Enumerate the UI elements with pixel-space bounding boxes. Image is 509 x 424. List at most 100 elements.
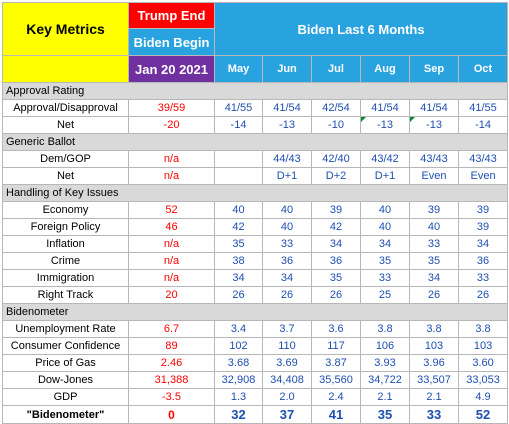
month-value: 39 <box>311 201 361 219</box>
month-value: 41/54 <box>409 99 459 117</box>
month-value: 26 <box>262 286 312 304</box>
month-value: 26 <box>409 286 459 304</box>
month-value <box>214 150 263 168</box>
month-value: 3.6 <box>311 320 361 338</box>
trump-end-header: Trump End <box>128 2 215 29</box>
baseline-value: 20 <box>128 286 215 304</box>
biden-last-6-months-header: Biden Last 6 Months <box>213 2 509 56</box>
baseline-value: n/a <box>128 235 215 253</box>
section-header-row: Bidenometer <box>1 303 509 321</box>
month-value: -13 <box>360 116 410 134</box>
table-row: Inflation n/a 35 33 34 34 33 34 <box>2 235 509 253</box>
month-value: 36 <box>457 252 509 270</box>
row-label: "Bidenometer" <box>2 405 129 424</box>
month-value: 32 <box>214 405 263 424</box>
row-label: Approval/Disapproval <box>2 99 129 117</box>
month-value: 40 <box>409 218 459 236</box>
month-value: 3.7 <box>262 320 312 338</box>
baseline-value: 39/59 <box>128 99 215 117</box>
month-value: 32,908 <box>214 371 263 389</box>
month-value: D+1 <box>360 167 410 185</box>
row-label: Net <box>2 116 129 134</box>
section-title: Generic Ballot <box>1 133 509 151</box>
row-label: Right Track <box>2 286 129 304</box>
month-value: 1.3 <box>214 388 263 406</box>
month-header: Aug <box>360 55 410 83</box>
month-value: 2.1 <box>360 388 410 406</box>
baseline-value: n/a <box>128 269 215 287</box>
month-value: 44/43 <box>262 150 312 168</box>
month-value: 34,722 <box>360 371 410 389</box>
month-value: -13 <box>409 116 459 134</box>
section-title: Approval Rating <box>1 82 509 100</box>
month-value: 41/54 <box>262 99 312 117</box>
month-value: 40 <box>214 201 263 219</box>
table-row: Net n/a D+1 D+2 D+1 Even Even <box>2 167 509 185</box>
table-row: GDP -3.5 1.3 2.0 2.4 2.1 2.1 4.9 <box>2 388 509 406</box>
month-value: 39 <box>457 201 509 219</box>
month-value: 103 <box>457 337 509 355</box>
month-value: 33,507 <box>409 371 459 389</box>
month-value: 110 <box>262 337 312 355</box>
section-header-row: Generic Ballot <box>1 133 509 151</box>
table-row: Foreign Policy 46 42 40 42 40 40 39 <box>2 218 509 236</box>
month-value: 33 <box>360 269 410 287</box>
month-value: 34 <box>457 235 509 253</box>
table-row: Immigration n/a 34 34 35 33 34 33 <box>2 269 509 287</box>
section-header-row: Approval Rating <box>1 82 509 100</box>
month-value: 42/54 <box>311 99 361 117</box>
month-value: -13 <box>262 116 312 134</box>
month-value: 41/55 <box>214 99 263 117</box>
month-value: -14 <box>214 116 263 134</box>
month-value: 34 <box>409 269 459 287</box>
month-value: 3.8 <box>457 320 509 338</box>
baseline-value: n/a <box>128 252 215 270</box>
month-value: 26 <box>214 286 263 304</box>
month-value: D+2 <box>311 167 361 185</box>
month-value: 117 <box>311 337 361 355</box>
month-value: 34 <box>311 235 361 253</box>
month-value: 3.8 <box>360 320 410 338</box>
month-value: 43/42 <box>360 150 410 168</box>
month-value: 3.69 <box>262 354 312 372</box>
month-value: Even <box>457 167 509 185</box>
month-value: Even <box>409 167 459 185</box>
bidenometer-total-row: "Bidenometer" 0 32 37 41 35 33 52 <box>2 405 509 424</box>
month-value: 33 <box>457 269 509 287</box>
month-value: 3.60 <box>457 354 509 372</box>
section-header-row: Handling of Key Issues <box>1 184 509 202</box>
month-value: 2.4 <box>311 388 361 406</box>
month-value: 35,560 <box>311 371 361 389</box>
month-header: Jul <box>311 55 361 83</box>
month-value: 102 <box>214 337 263 355</box>
row-label: Net <box>2 167 129 185</box>
month-value: 52 <box>457 405 509 424</box>
table-row: Dow-Jones 31,388 32,908 34,408 35,560 34,722 3… <box>2 371 509 389</box>
row-label: Price of Gas <box>2 354 129 372</box>
table-row: Economy 52 40 40 39 40 39 39 <box>2 201 509 219</box>
month-value: 25 <box>360 286 410 304</box>
baseline-value: 89 <box>128 337 215 355</box>
month-value: 42/40 <box>311 150 361 168</box>
month-value: 36 <box>311 252 361 270</box>
month-value: 106 <box>360 337 410 355</box>
month-value: 35 <box>409 252 459 270</box>
table-row: Price of Gas 2.46 3.68 3.69 3.87 3.93 3.96 3.60 <box>2 354 509 372</box>
baseline-value: 31,388 <box>128 371 215 389</box>
month-value: 40 <box>360 201 410 219</box>
baseline-value: 0 <box>128 405 215 424</box>
month-value: 3.8 <box>409 320 459 338</box>
table-row: Unemployment Rate 6.7 3.4 3.7 3.6 3.8 3.8 3.8 <box>2 320 509 338</box>
month-value: 39 <box>409 201 459 219</box>
month-value: 43/43 <box>457 150 509 168</box>
baseline-value: -3.5 <box>128 388 215 406</box>
month-value: 43/43 <box>409 150 459 168</box>
baseline-value: 46 <box>128 218 215 236</box>
month-value: 2.1 <box>409 388 459 406</box>
table-row: Net -20 -14 -13 -10 -13 -13 -14 <box>2 116 509 134</box>
month-value: 35 <box>311 269 361 287</box>
table-row: Dem/GOP n/a 44/43 42/40 43/42 43/43 43/43 <box>2 150 509 168</box>
section-title: Bidenometer <box>1 303 509 321</box>
row-label: Dem/GOP <box>2 150 129 168</box>
month-value: 33 <box>409 235 459 253</box>
